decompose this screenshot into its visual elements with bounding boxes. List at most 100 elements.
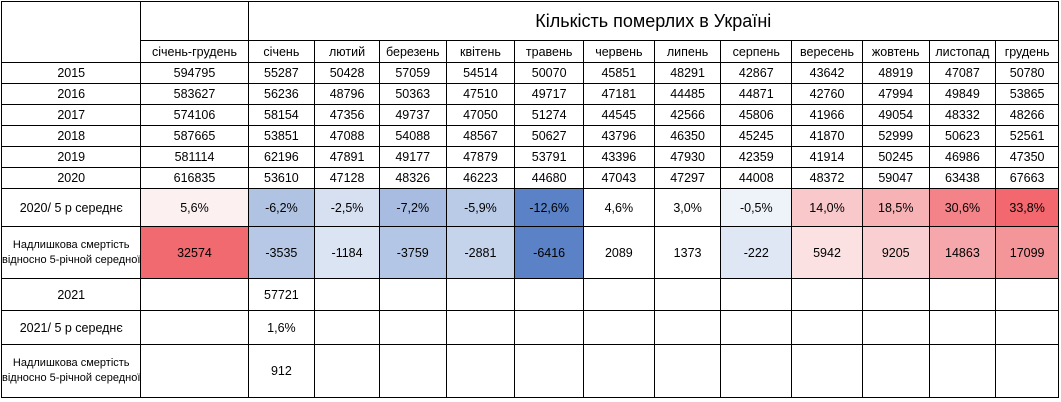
- data-cell: 63438: [928, 167, 997, 189]
- data-cell: 47043: [583, 167, 655, 189]
- data-cell: 18,5%: [861, 188, 930, 227]
- data-cell: 44545: [583, 104, 655, 126]
- data-cell: 50363: [378, 83, 447, 105]
- data-cell: 5,6%: [140, 188, 249, 227]
- data-cell: 574106: [140, 104, 249, 126]
- data-cell: 47087: [928, 62, 997, 84]
- data-cell: 50623: [928, 125, 997, 147]
- data-cell: 32574: [140, 226, 249, 279]
- data-cell: [378, 344, 447, 398]
- data-cell: -1184: [314, 226, 380, 279]
- data-cell: 56236: [247, 83, 316, 105]
- column-header: липень: [653, 40, 722, 63]
- data-cell: [140, 278, 249, 311]
- data-cell: 54514: [445, 62, 516, 84]
- table-row: 2020/ 5 р середнє 5,6% -6,2% -2,5% -7,2% -5,9…: [0, 188, 1059, 227]
- data-cell: [720, 310, 793, 345]
- data-cell: 912: [247, 344, 316, 398]
- column-header: серпень: [720, 40, 793, 63]
- data-cell: 594795: [140, 62, 249, 84]
- data-cell: 50245: [861, 146, 930, 168]
- row-label: 2017: [0, 104, 142, 126]
- data-cell: 45851: [583, 62, 655, 84]
- data-cell: [653, 310, 722, 345]
- table-row: 2021 57721: [0, 278, 1059, 311]
- row-label: 2015: [0, 62, 142, 84]
- data-cell: 33,8%: [995, 188, 1059, 227]
- data-cell: 57721: [247, 278, 316, 311]
- data-cell: [314, 278, 380, 311]
- row-label: 2019: [0, 146, 142, 168]
- data-cell: 50070: [514, 62, 584, 84]
- data-cell: 52999: [861, 125, 930, 147]
- data-cell: [140, 344, 249, 398]
- column-header: січень: [247, 40, 316, 63]
- data-cell: 49177: [378, 146, 447, 168]
- column-header: квітень: [445, 40, 516, 63]
- data-cell: 1,6%: [247, 310, 316, 345]
- data-cell: -5,9%: [445, 188, 516, 227]
- data-cell: 49737: [378, 104, 447, 126]
- table-title: Кількість померлих в Україні: [247, 1, 1060, 41]
- data-cell: 54088: [378, 125, 447, 147]
- data-cell: 44008: [720, 167, 793, 189]
- data-cell: 616835: [140, 167, 249, 189]
- row-label: 2021/ 5 р середнє: [0, 310, 142, 345]
- column-header: жовтень: [861, 40, 930, 63]
- row-label: 2020: [0, 167, 142, 189]
- row-label: 2016: [0, 83, 142, 105]
- table-row: 2017 574106 58154 47356 49737 47050 51274 44545…: [0, 104, 1059, 126]
- data-cell: 53791: [514, 146, 584, 168]
- data-cell: 3,0%: [653, 188, 722, 227]
- data-cell: 55287: [247, 62, 316, 84]
- data-cell: 5942: [791, 226, 863, 279]
- data-cell: 2089: [583, 226, 655, 279]
- data-cell: 47930: [653, 146, 722, 168]
- data-cell: 48567: [445, 125, 516, 147]
- data-cell: [995, 278, 1059, 311]
- data-cell: 41966: [791, 104, 863, 126]
- data-cell: 49054: [861, 104, 930, 126]
- data-cell: [378, 278, 447, 311]
- data-cell: [583, 278, 655, 311]
- data-cell: 48372: [791, 167, 863, 189]
- data-cell: 4,6%: [583, 188, 655, 227]
- data-cell: -2881: [445, 226, 516, 279]
- data-cell: [378, 310, 447, 345]
- data-cell: 43796: [583, 125, 655, 147]
- data-cell: 47181: [583, 83, 655, 105]
- data-cell: -6,2%: [247, 188, 316, 227]
- data-cell: 47891: [314, 146, 380, 168]
- data-cell: -222: [720, 226, 793, 279]
- data-cell: [445, 310, 516, 345]
- data-cell: 47050: [445, 104, 516, 126]
- data-cell: -12,6%: [514, 188, 584, 227]
- data-cell: 44485: [653, 83, 722, 105]
- table-row: 2021/ 5 р середнє 1,6%: [0, 310, 1059, 345]
- data-cell: 49849: [928, 83, 997, 105]
- data-cell: 47128: [314, 167, 380, 189]
- data-cell: 51274: [514, 104, 584, 126]
- data-cell: 53865: [995, 83, 1059, 105]
- data-cell: 583627: [140, 83, 249, 105]
- table-row: Надлишкова смертість відносно 5-річной с…: [0, 344, 1059, 398]
- data-cell: 48332: [928, 104, 997, 126]
- data-cell: 47994: [861, 83, 930, 105]
- data-cell: 46986: [928, 146, 997, 168]
- data-cell: 67663: [995, 167, 1059, 189]
- data-cell: 50627: [514, 125, 584, 147]
- column-header: січень-грудень: [140, 40, 249, 63]
- data-cell: 14,0%: [791, 188, 863, 227]
- column-header: грудень: [995, 40, 1059, 63]
- data-cell: 47088: [314, 125, 380, 147]
- data-cell: 41914: [791, 146, 863, 168]
- data-cell: -2,5%: [314, 188, 380, 227]
- data-cell: 47356: [314, 104, 380, 126]
- data-cell: 53610: [247, 167, 316, 189]
- data-cell: [861, 344, 930, 398]
- data-cell: [995, 310, 1059, 345]
- data-cell: [445, 278, 516, 311]
- row-label: 2021: [0, 278, 142, 311]
- data-cell: 62196: [247, 146, 316, 168]
